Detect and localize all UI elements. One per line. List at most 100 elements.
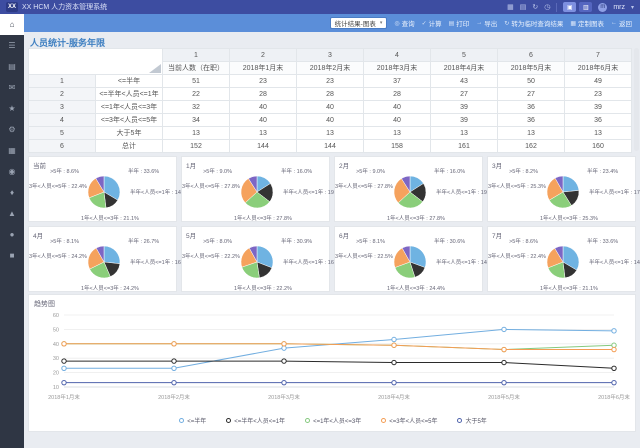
sidebar-item-apps[interactable]: ▦ (0, 140, 24, 161)
pie-panel-title: 6月 (339, 233, 350, 240)
print-icon: ▤ (448, 20, 455, 27)
sidebar-item-settings[interactable]: ⚙ (0, 119, 24, 140)
toolbar-action-label: 计算 (428, 21, 442, 28)
sidebar-item-mail[interactable]: ✉ (0, 77, 24, 98)
pie-chart (393, 245, 427, 279)
row-index: 3 (28, 100, 96, 114)
table-cell-value: 28 (363, 87, 431, 101)
sidebar-item-documents[interactable]: ▤ (0, 56, 24, 77)
legend-label: <=3年<人员<=5年 (389, 419, 438, 425)
pie-panel-2月: 2月 半年 : 16.0% 半年<人员<=1年 : 19.4% 1年<人员<=3年 :… (334, 156, 496, 222)
table-cell-value: 23 (229, 74, 297, 88)
data-point (171, 358, 177, 364)
pie-panel-title: 当前 (33, 163, 46, 170)
data-point (391, 342, 397, 348)
column-header: 2018年2月末 (296, 61, 364, 75)
profile-card-button[interactable]: ▥ (579, 2, 593, 12)
table-cell-value: 13 (162, 126, 230, 140)
pie-slice-label: >5年 : 8.0% (203, 239, 232, 245)
series-line-<=半年<人员<=1年 (64, 360, 615, 369)
y-axis-tick-label: 50 (53, 327, 59, 333)
toolbar-action-导出[interactable]: → 导出 (476, 18, 497, 28)
sidebar-item-reports[interactable]: ◉ (0, 161, 24, 182)
legend-item-<=1年<人员<=3年[interactable]: <=1年<人员<=3年 (305, 416, 361, 425)
table-corner-cell (28, 48, 163, 75)
export-icon: → (476, 20, 483, 26)
table-cell-value: 36 (564, 113, 632, 127)
row-label: 大于5年 (95, 126, 163, 140)
user-menu-caret-icon[interactable]: ▾ (630, 4, 634, 11)
toolbar-action-查询[interactable]: ◎ 查询 (394, 18, 415, 29)
sidebar-item-home[interactable]: ⌂ (0, 14, 24, 35)
pie-slice-label: 3年<人员<=5年 : 27.8% (335, 184, 393, 190)
sidebar-item-menu-icon: ☰ (8, 41, 16, 50)
toolbar-action-计算[interactable]: ✓ 计算 (422, 18, 442, 29)
sidebar-item-favorites-icon: ★ (8, 104, 16, 113)
table-cell-value: 36 (497, 100, 565, 114)
user-name[interactable]: mrz (613, 3, 625, 11)
left-sidebar: ⌂ ☰ ▤ ✉ ★ ⚙ ▦ ◉ ♦ ▲ ● ■ (0, 14, 24, 448)
legend-item-大于5年[interactable]: 大于5年 (457, 416, 487, 425)
pie-slice-label: 1年<人员<=3年 : 21.1% (540, 286, 598, 292)
statistics-table-wrap: 1 2 3 4 5 6 7 当前人数（在职） 2018年1月末 2018年2月末 2018年3月末 2… (28, 48, 639, 153)
pie-slice-半年 (103, 245, 121, 264)
sidebar-item-modules[interactable]: ♦ (0, 182, 24, 203)
column-header: 当前人数（在职） (162, 61, 230, 75)
pie-panel-4月: 4月 半年 : 26.7% 半年<人员<=1年 : 16.8% 1年<人员<=3年 :… (28, 226, 190, 292)
column-index: 1 (162, 48, 230, 62)
legend-item-<=半年[interactable]: <=半年 (179, 416, 206, 425)
toolbar-action-转为临时查询结果[interactable]: ↻ 转为临时查询结果 (504, 18, 564, 29)
column-header: 2018年4月末 (430, 61, 498, 75)
pie-slice-半年 (409, 245, 427, 268)
table-cell-value: 22 (162, 87, 230, 101)
toolbar-action-打印[interactable]: ▤ 打印 (448, 18, 470, 29)
toolbar-action-返回[interactable]: ← 返回 (611, 18, 632, 28)
clock-icon[interactable]: ◷ (544, 4, 551, 11)
data-point (281, 379, 287, 386)
workspace-button[interactable]: ▣ (563, 2, 577, 12)
legend-item-<=半年<人员<=1年[interactable]: <=半年<人员<=1年 (226, 416, 285, 425)
sidebar-item-records[interactable]: ● (0, 224, 24, 245)
layout-icon[interactable]: ▤ (519, 4, 527, 11)
pie-slice->5年 (554, 175, 564, 193)
table-cell-value: 27 (497, 87, 565, 101)
legend-marker-icon (381, 418, 387, 423)
table-row: 4 <=3年<人员<=5年 34 40 40 40 39 36 36 (28, 113, 632, 127)
toolbar-action-label: 转为临时查询结果 (511, 21, 564, 28)
row-label: <=3年<人员<=5年 (95, 113, 163, 127)
sidebar-item-menu[interactable]: ☰ (0, 35, 24, 56)
toolbar-action-label: 导出 (484, 21, 498, 28)
sidebar-item-more[interactable]: ■ (0, 245, 24, 266)
toolbar-action-label: 返回 (619, 21, 632, 28)
x-axis-tick-label: 2018年5月末 (488, 393, 520, 401)
x-axis-tick-label: 2018年4月末 (378, 393, 410, 401)
pie-slice-3年<人员<=5年 (240, 178, 258, 204)
table-vertical-scrollbar[interactable] (634, 48, 639, 151)
series-line-<=3年<人员<=5年 (64, 343, 614, 351)
toolbar-action-定制图表[interactable]: ▦ 定制图表 (570, 18, 604, 29)
pie-slice-label: 半年 : 16.0% (434, 169, 466, 175)
series-line-<=半年 (64, 328, 615, 369)
pie-slice-label: 半年 : 26.7% (128, 239, 160, 245)
view-mode-dropdown[interactable]: 统计结果-图表 ▾ (329, 17, 388, 29)
pie-slice->5年 (554, 245, 564, 263)
apps-grid-icon[interactable]: ▦ (507, 4, 514, 11)
toolbar-action-label: 查询 (401, 21, 415, 28)
sidebar-item-favorites[interactable]: ★ (0, 98, 24, 119)
row-label: <=1年<人员<=3年 (95, 100, 163, 114)
pie-chart (546, 245, 580, 279)
data-point (391, 359, 397, 366)
sidebar-item-analytics[interactable]: ▲ (0, 203, 24, 224)
y-axis-tick-label: 60 (53, 313, 59, 319)
legend-item-<=3年<人员<=5年[interactable]: <=3年<人员<=5年 (381, 416, 437, 425)
refresh-icon[interactable]: ↻ (532, 4, 539, 11)
table-cell-value: 40 (363, 100, 431, 114)
column-header: 2018年1月末 (229, 61, 297, 75)
table-cell-value: 28 (229, 87, 297, 101)
pie-slice-label: >5年 : 8.1% (356, 239, 385, 245)
pie-slice-label: 半年<人员<=1年 : 14.4% (436, 260, 497, 266)
table-row: 6 总计 152 144 144 158 161 162 160 (28, 139, 632, 153)
column-index: 2 (229, 48, 297, 62)
user-avatar[interactable]: m (598, 2, 608, 12)
